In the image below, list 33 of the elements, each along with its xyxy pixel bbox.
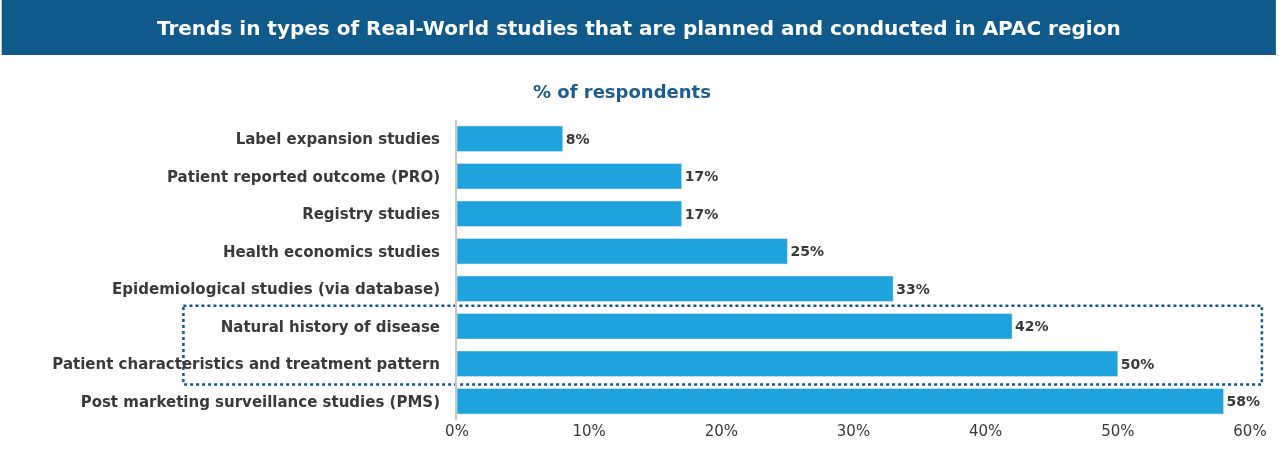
data-label: 33% xyxy=(896,280,930,297)
data-label: 8% xyxy=(565,130,590,147)
y-tick-label: Registry studies xyxy=(302,205,441,223)
data-label: 50% xyxy=(1120,355,1155,372)
y-tick-label: Patient characteristics and treatment pattern xyxy=(52,355,440,373)
x-tick-label: 30% xyxy=(836,422,871,440)
x-tick-label: 40% xyxy=(969,422,1003,440)
x-tick-label: 60% xyxy=(1233,422,1267,440)
bar xyxy=(457,350,1119,377)
y-tick-label: Epidemiological studies (via database) xyxy=(112,280,440,298)
x-tick-label: 10% xyxy=(572,422,606,440)
chart-title: Trends in types of Real-World studies that are planned and conducted in APAC region xyxy=(157,16,1121,40)
y-tick-label: Natural history of disease xyxy=(220,317,440,336)
bar xyxy=(457,125,563,152)
data-label: 58% xyxy=(1226,393,1261,410)
bar xyxy=(457,388,1224,415)
x-tick-label: 20% xyxy=(704,422,738,440)
chart-subtitle: % of respondents xyxy=(533,81,711,102)
y-tick-label: Post marketing surveillance studies (PMS) xyxy=(80,392,440,411)
bar xyxy=(457,163,682,190)
x-tick-label: 50% xyxy=(1101,422,1135,440)
bar xyxy=(457,200,682,227)
bar xyxy=(457,238,788,265)
data-label: 25% xyxy=(790,243,824,260)
bar xyxy=(457,275,894,302)
x-tick-label: 0% xyxy=(445,422,469,440)
data-label: 17% xyxy=(684,205,719,222)
data-label: 17% xyxy=(684,168,719,185)
y-tick-label: Label expansion studies xyxy=(235,130,441,148)
data-label: 42% xyxy=(1015,318,1049,335)
y-tick-label: Health economics studies xyxy=(223,242,441,261)
bar xyxy=(457,313,1013,340)
y-tick-label: Patient reported outcome (PRO) xyxy=(167,167,440,186)
